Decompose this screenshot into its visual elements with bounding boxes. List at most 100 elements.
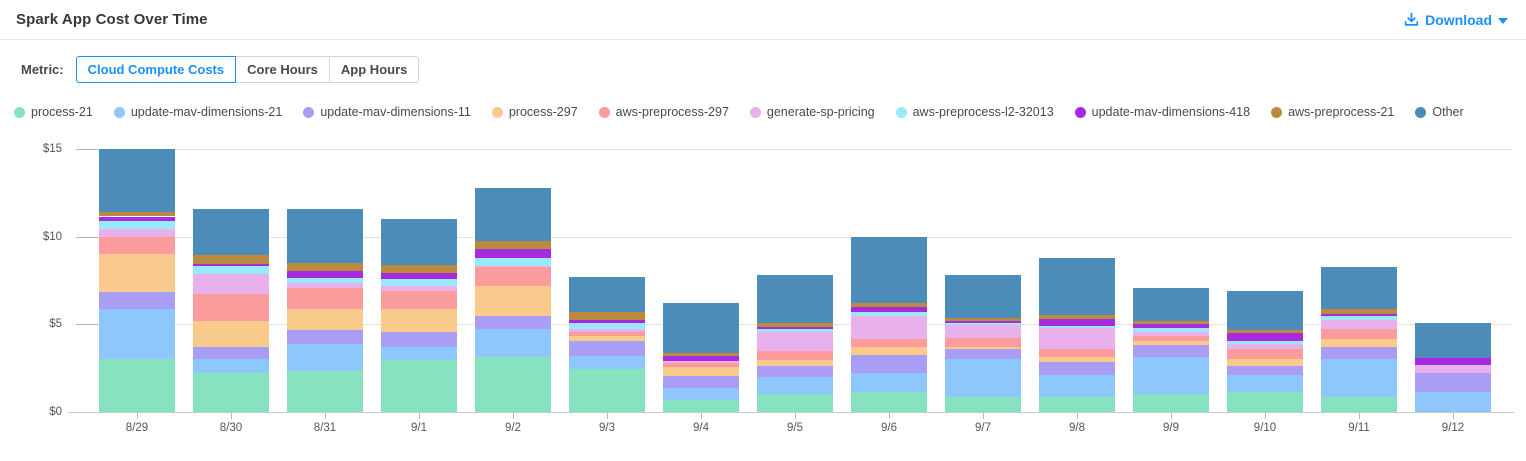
- bar-segment-process-297-8-31[interactable]: [287, 309, 363, 330]
- bar-segment-update-mav-dimensions-418-9-9[interactable]: [1133, 324, 1209, 328]
- bar-segment-update-mav-dimensions-418-8-31[interactable]: [287, 270, 363, 278]
- bar-segment-update-mav-dimensions-418-9-3[interactable]: [569, 319, 645, 324]
- bar-segment-update-mav-dimensions-21-9-11[interactable]: [1321, 358, 1397, 398]
- legend-item-aws-preprocess-l2-32013[interactable]: aws-preprocess-l2-32013: [895, 105, 1054, 119]
- bar-segment-other-8-29[interactable]: [99, 149, 175, 213]
- bar-segment-aws-preprocess-297-9-6[interactable]: [851, 339, 927, 348]
- bar-segment-process-21-9-5[interactable]: [757, 393, 833, 412]
- bar-segment-process-21-9-2[interactable]: [475, 356, 551, 412]
- metric-option-app-hours[interactable]: App Hours: [328, 56, 420, 83]
- bar-segment-update-mav-dimensions-418-9-5[interactable]: [757, 326, 833, 329]
- bar-segment-process-21-9-9[interactable]: [1133, 393, 1209, 412]
- bar-segment-aws-preprocess-21-9-10[interactable]: [1227, 329, 1303, 334]
- bar-segment-update-mav-dimensions-11-9-7[interactable]: [945, 348, 1021, 359]
- bar-segment-other-9-1[interactable]: [381, 219, 457, 265]
- bar-segment-aws-preprocess-21-9-3[interactable]: [569, 312, 645, 320]
- bar-segment-other-9-9[interactable]: [1133, 288, 1209, 321]
- bar-segment-aws-preprocess-297-9-11[interactable]: [1321, 328, 1397, 340]
- bar-segment-other-9-5[interactable]: [757, 275, 833, 324]
- bar-segment-aws-preprocess-l2-32013-8-29[interactable]: [99, 220, 175, 229]
- bar-segment-aws-preprocess-21-9-2[interactable]: [475, 241, 551, 249]
- bar-segment-process-21-9-11[interactable]: [1321, 397, 1397, 412]
- bar-segment-update-mav-dimensions-21-9-2[interactable]: [475, 328, 551, 357]
- bar-segment-process-297-9-2[interactable]: [475, 285, 551, 316]
- legend-item-update-mav-dimensions-21[interactable]: update-mav-dimensions-21: [113, 105, 282, 119]
- legend-item-aws-preprocess-297[interactable]: aws-preprocess-297: [598, 105, 729, 119]
- bar-segment-generate-sp-pricing-9-8[interactable]: [1039, 327, 1115, 349]
- bar-segment-update-mav-dimensions-418-8-29[interactable]: [99, 216, 175, 221]
- bar-segment-other-9-11[interactable]: [1321, 267, 1397, 310]
- bar-segment-update-mav-dimensions-11-9-12[interactable]: [1415, 373, 1491, 392]
- bar-segment-update-mav-dimensions-11-8-30[interactable]: [193, 347, 269, 359]
- bar-segment-update-mav-dimensions-21-9-7[interactable]: [945, 358, 1021, 398]
- bar-segment-update-mav-dimensions-11-9-1[interactable]: [381, 332, 457, 348]
- bar-segment-aws-preprocess-21-8-31[interactable]: [287, 262, 363, 271]
- bar-segment-process-21-9-7[interactable]: [945, 397, 1021, 412]
- bar-segment-aws-preprocess-21-9-1[interactable]: [381, 264, 457, 274]
- bar-segment-process-21-8-31[interactable]: [287, 370, 363, 412]
- bar-segment-update-mav-dimensions-11-9-11[interactable]: [1321, 347, 1397, 359]
- bar-segment-update-mav-dimensions-418-9-4[interactable]: [663, 355, 739, 362]
- bar-segment-aws-preprocess-297-9-4[interactable]: [663, 362, 739, 368]
- bar-segment-process-297-9-3[interactable]: [569, 335, 645, 341]
- bar-segment-update-mav-dimensions-21-8-31[interactable]: [287, 343, 363, 371]
- bar-segment-generate-sp-pricing-9-3[interactable]: [569, 328, 645, 333]
- bar-segment-process-297-8-30[interactable]: [193, 320, 269, 348]
- bar-segment-update-mav-dimensions-418-9-11[interactable]: [1321, 313, 1397, 316]
- bar-segment-process-297-9-5[interactable]: [757, 360, 833, 366]
- metric-option-cloud-compute-costs[interactable]: Cloud Compute Costs: [75, 56, 237, 83]
- bar-segment-process-297-9-8[interactable]: [1039, 356, 1115, 363]
- bar-segment-process-297-9-9[interactable]: [1133, 340, 1209, 346]
- bar-segment-update-mav-dimensions-11-9-8[interactable]: [1039, 362, 1115, 376]
- legend-item-update-mav-dimensions-11[interactable]: update-mav-dimensions-11: [303, 105, 471, 119]
- bar-segment-aws-preprocess-21-8-29[interactable]: [99, 212, 175, 217]
- bar-segment-aws-preprocess-l2-32013-9-5[interactable]: [757, 328, 833, 333]
- bar-segment-update-mav-dimensions-418-9-6[interactable]: [851, 306, 927, 313]
- bar-segment-update-mav-dimensions-418-9-12[interactable]: [1415, 357, 1491, 365]
- bar-segment-aws-preprocess-21-9-7[interactable]: [945, 318, 1021, 321]
- bar-segment-update-mav-dimensions-11-9-4[interactable]: [663, 376, 739, 389]
- bar-segment-aws-preprocess-297-9-2[interactable]: [475, 267, 551, 286]
- bar-segment-aws-preprocess-l2-32013-8-31[interactable]: [287, 277, 363, 284]
- bar-segment-update-mav-dimensions-418-9-2[interactable]: [475, 248, 551, 258]
- bar-segment-update-mav-dimensions-21-9-9[interactable]: [1133, 356, 1209, 394]
- bar-segment-process-297-9-6[interactable]: [851, 347, 927, 355]
- metric-option-core-hours[interactable]: Core Hours: [235, 56, 330, 83]
- bar-segment-update-mav-dimensions-11-8-31[interactable]: [287, 329, 363, 344]
- bar-segment-process-21-9-10[interactable]: [1227, 391, 1303, 412]
- bar-segment-update-mav-dimensions-11-9-9[interactable]: [1133, 345, 1209, 357]
- bar-segment-aws-preprocess-l2-32013-9-11[interactable]: [1321, 315, 1397, 320]
- bar-segment-process-21-9-8[interactable]: [1039, 397, 1115, 412]
- bar-segment-other-9-2[interactable]: [475, 187, 551, 242]
- bar-segment-process-297-9-4[interactable]: [663, 367, 739, 377]
- bar-segment-update-mav-dimensions-21-9-3[interactable]: [569, 355, 645, 370]
- bar-segment-other-9-4[interactable]: [663, 303, 739, 354]
- bar-segment-aws-preprocess-l2-32013-9-2[interactable]: [475, 257, 551, 266]
- bar-segment-aws-preprocess-l2-32013-9-1[interactable]: [381, 278, 457, 286]
- bar-segment-other-9-3[interactable]: [569, 276, 645, 313]
- bar-segment-aws-preprocess-21-9-4[interactable]: [663, 353, 739, 356]
- bar-segment-aws-preprocess-21-9-9[interactable]: [1133, 320, 1209, 325]
- bar-segment-aws-preprocess-l2-32013-9-6[interactable]: [851, 312, 927, 316]
- bar-segment-process-297-9-1[interactable]: [381, 309, 457, 333]
- bar-segment-update-mav-dimensions-11-8-29[interactable]: [99, 291, 175, 310]
- bar-segment-aws-preprocess-297-9-9[interactable]: [1133, 335, 1209, 341]
- bar-segment-aws-preprocess-297-9-7[interactable]: [945, 338, 1021, 348]
- bar-segment-update-mav-dimensions-21-9-12[interactable]: [1415, 391, 1491, 412]
- bar-segment-process-297-9-10[interactable]: [1227, 359, 1303, 366]
- bar-segment-update-mav-dimensions-21-9-1[interactable]: [381, 347, 457, 361]
- bar-segment-generate-sp-pricing-8-29[interactable]: [99, 228, 175, 237]
- bar-segment-aws-preprocess-l2-32013-8-30[interactable]: [193, 266, 269, 275]
- bar-segment-process-21-9-6[interactable]: [851, 391, 927, 412]
- bar-segment-update-mav-dimensions-418-8-30[interactable]: [193, 263, 269, 267]
- bar-segment-aws-preprocess-297-9-1[interactable]: [381, 291, 457, 310]
- bar-segment-generate-sp-pricing-9-10[interactable]: [1227, 344, 1303, 349]
- bar-segment-aws-preprocess-l2-32013-9-7[interactable]: [945, 322, 1021, 326]
- legend-item-aws-preprocess-21[interactable]: aws-preprocess-21: [1271, 105, 1394, 119]
- bar-segment-aws-preprocess-297-9-8[interactable]: [1039, 348, 1115, 357]
- bar-segment-process-297-9-11[interactable]: [1321, 339, 1397, 348]
- bar-segment-aws-preprocess-21-9-8[interactable]: [1039, 314, 1115, 320]
- bar-segment-aws-preprocess-297-8-31[interactable]: [287, 287, 363, 310]
- bar-segment-update-mav-dimensions-21-9-8[interactable]: [1039, 375, 1115, 398]
- bar-segment-other-8-30[interactable]: [193, 208, 269, 256]
